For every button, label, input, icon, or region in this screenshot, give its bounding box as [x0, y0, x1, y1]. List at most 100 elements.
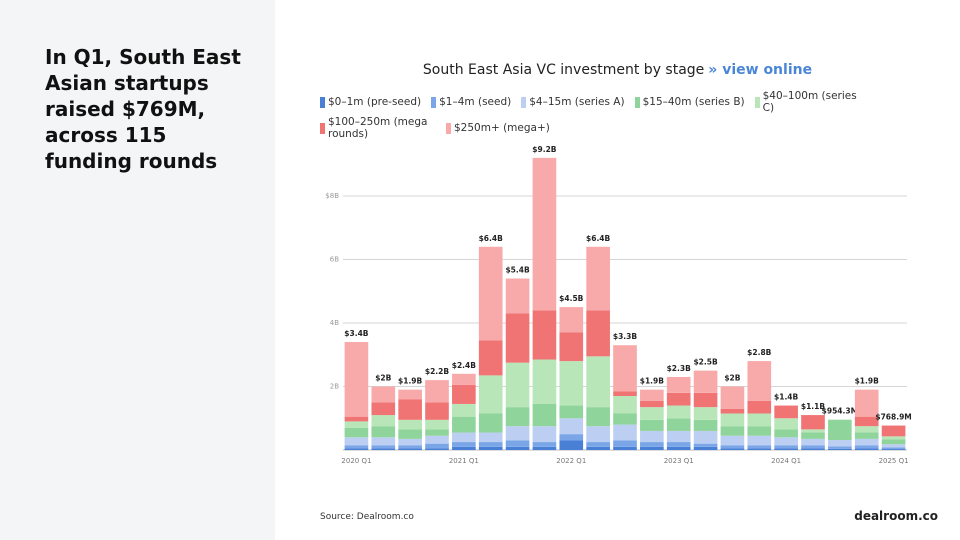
bar-segment [478, 246, 503, 341]
bar-segment [532, 310, 557, 360]
bar-segment [666, 446, 691, 450]
bar-segment [720, 386, 745, 409]
y-tick-label: 6B [330, 255, 339, 263]
bar-segment [505, 313, 530, 363]
bar-segment [828, 419, 852, 441]
bar-segment [559, 361, 584, 406]
bar-segment [666, 392, 691, 406]
total-label: $4.5B [559, 294, 584, 303]
total-label: $6.4B [479, 234, 504, 243]
bar-segment [398, 389, 422, 400]
bar-segment [344, 427, 369, 438]
view-online-link[interactable]: » view online [708, 62, 813, 78]
bar-segment [854, 416, 879, 427]
bar-segment [613, 413, 637, 425]
legend-item: $40–100m (series C) [754, 90, 871, 114]
total-label: $1.9B [640, 377, 665, 386]
legend-label: $40–100m (series C) [762, 90, 857, 114]
x-tick-label: 2023 Q1 [664, 457, 694, 465]
legend-item: $15–40m (series B) [634, 90, 745, 114]
bar-segment [398, 438, 422, 446]
bar-segment [640, 407, 664, 420]
bar-segment [586, 356, 610, 408]
bar-segment [693, 443, 718, 447]
total-label: $6.4B [586, 234, 611, 243]
bar-segment [828, 440, 852, 447]
bar-segment [828, 448, 852, 450]
bar-segment [881, 439, 906, 445]
bar-segment [801, 429, 825, 433]
bar-segment [586, 246, 610, 311]
bar-segment [398, 429, 422, 439]
bar-segment [532, 426, 557, 443]
bar-segment [478, 340, 503, 376]
bar-segment [586, 442, 610, 447]
bar-segment [478, 413, 503, 433]
bar-segment [693, 392, 718, 408]
bar-segment [344, 416, 369, 422]
bar-segment [693, 407, 718, 420]
total-label: $2.3B [667, 364, 692, 373]
bar-segment [720, 426, 745, 436]
bar-segment [801, 445, 825, 449]
bar-segment [881, 425, 906, 437]
bar-segment [452, 446, 476, 450]
bar-segment [398, 399, 422, 420]
legend-label: $4–15m (series A) [529, 96, 625, 108]
y-tick-label: $8B [325, 192, 339, 200]
bar-segment [478, 432, 503, 443]
bar-segment [532, 157, 557, 311]
total-label: $1.1B [801, 402, 826, 411]
x-tick-label: 2024 Q1 [771, 457, 801, 465]
bar-segment [344, 342, 369, 417]
bar-segment [398, 445, 422, 449]
bar-segment [640, 430, 664, 443]
bar-segment [801, 448, 825, 450]
bar-segment [747, 445, 772, 449]
bar-segment [881, 449, 906, 450]
bar-segment [505, 407, 530, 427]
bar-segment [720, 445, 745, 449]
bar-segment [613, 396, 637, 414]
bar-segment [452, 442, 476, 447]
bar-segment [532, 359, 557, 404]
bar-segment [774, 418, 798, 430]
bar-segment [693, 370, 718, 393]
bar-segment [747, 400, 772, 414]
bar-segment [478, 446, 503, 450]
bar-segment [828, 446, 852, 449]
bar-segment [532, 446, 557, 450]
bar-segment [693, 419, 718, 431]
bar-segment [505, 446, 530, 450]
bar-segment [505, 278, 530, 314]
legend-swatch [320, 96, 325, 108]
y-tick-label: 2B [330, 382, 339, 390]
bar-segment [505, 440, 530, 447]
bar-segment [452, 432, 476, 443]
chart-title: South East Asia VC investment by stage [422, 62, 705, 78]
legend-item: $250m+ (mega+) [446, 116, 550, 140]
total-label: $2B [375, 373, 391, 382]
legend-swatch [446, 122, 451, 134]
bar-segment [854, 426, 879, 433]
bar-segment [478, 442, 503, 447]
total-label: $2.4B [452, 361, 477, 370]
total-label: $5.4B [505, 266, 530, 275]
bar-segment [559, 405, 584, 419]
bar-segment [774, 405, 798, 419]
bar-segment [801, 415, 825, 430]
bar-segment [774, 448, 798, 450]
bar-segment [398, 419, 422, 430]
bar-segment [613, 424, 637, 441]
bar-segment [881, 436, 906, 440]
legend: $0–1m (pre-seed) $1–4m (seed) $4–15m (seri… [320, 90, 920, 140]
bar-segment [371, 437, 396, 446]
bar-segment [371, 386, 396, 403]
bar-segment [532, 442, 557, 447]
bar-segment [854, 389, 879, 417]
legend-label: $100–250m (mega rounds) [328, 116, 428, 140]
legend-item: $100–250m (mega rounds) [320, 116, 436, 140]
bar-segment [693, 446, 718, 450]
bar-segment [371, 445, 396, 449]
